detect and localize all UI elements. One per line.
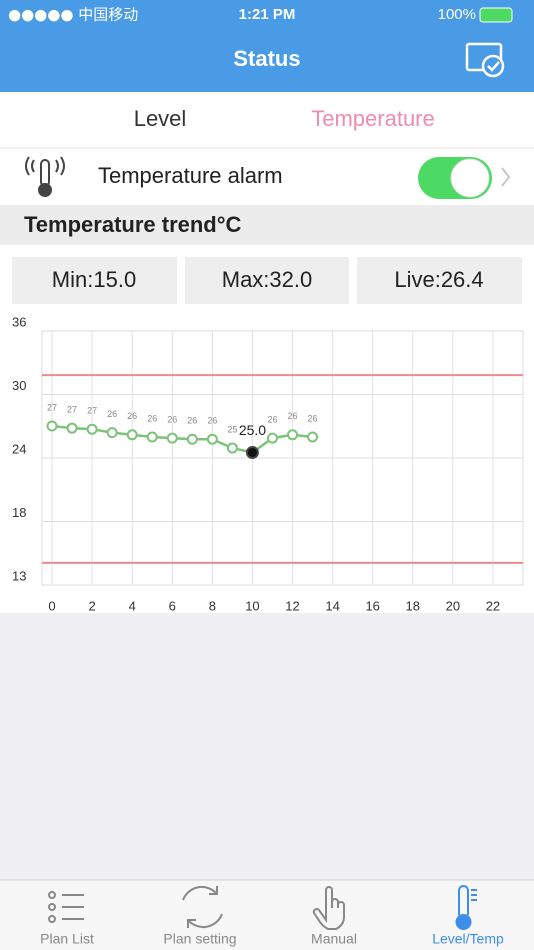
tab-bar-item-active[interactable]: Level/Temp: [432, 931, 504, 947]
data-label: 26: [107, 409, 117, 419]
data-label: 26: [127, 411, 137, 421]
point: [206, 433, 218, 445]
point: [166, 432, 178, 444]
battery-icon: [479, 7, 513, 23]
toggle[interactable]: [418, 157, 492, 199]
data-label: 27: [67, 405, 77, 415]
point: [186, 433, 198, 445]
alarm-label: Temperature alarm: [98, 163, 283, 188]
x-tick-label: 14: [325, 598, 339, 613]
x-tick-label: 0: [48, 598, 55, 613]
tab[interactable]: Level: [134, 106, 187, 131]
thermometer-tab-icon: [455, 885, 477, 930]
nav-title: Status: [233, 46, 300, 71]
time: 1:21 PM: [239, 6, 296, 23]
point: [126, 429, 138, 441]
y-tick-label: 36: [12, 314, 26, 329]
x-tick-label: 2: [88, 598, 95, 613]
x-tick-label: 10: [245, 598, 259, 613]
stat-box: [12, 257, 177, 304]
stat-min: Min:15.0: [52, 267, 136, 292]
point: [287, 429, 299, 441]
screen-icon[interactable]: [465, 42, 505, 78]
y-tick-label: 18: [12, 505, 26, 520]
x-tick-label: 12: [285, 598, 299, 613]
point: [86, 423, 98, 435]
cycle-icon: [182, 885, 223, 929]
x-tick-label: 20: [446, 598, 460, 613]
y-tick-label: 30: [12, 378, 26, 393]
data-label: 26: [147, 413, 157, 423]
data-label: 26: [288, 411, 298, 421]
y-tick-label: 13: [12, 568, 26, 583]
x-tick-label: 16: [365, 598, 379, 613]
x-tick-label: 22: [486, 598, 500, 613]
data-label: 27: [47, 402, 57, 412]
point: [146, 431, 158, 443]
list-icon: [48, 891, 84, 923]
y-tick-label: 24: [12, 441, 26, 456]
tab-bar-item[interactable]: Plan List: [40, 931, 94, 947]
hand-icon: [312, 886, 345, 930]
x-tick-label: 8: [209, 598, 216, 613]
x-tick-label: 4: [129, 598, 136, 613]
data-label: 25: [227, 424, 237, 434]
x-tick-label: 6: [169, 598, 176, 613]
carrier: ●●●●● 中国移动: [8, 6, 138, 24]
data-label: 26: [308, 413, 318, 423]
x-tick-label: 18: [406, 598, 420, 613]
data-label: 27: [87, 406, 97, 416]
point: [106, 427, 118, 439]
toggle-knob: [450, 158, 490, 198]
data-label: 26: [207, 416, 217, 426]
tab-bar-item[interactable]: Manual: [311, 931, 357, 947]
section-title: Temperature trend°C: [24, 212, 242, 237]
battery-label: 100%: [438, 6, 476, 23]
section-header: [0, 205, 534, 245]
tab-bar: [0, 880, 534, 950]
thermometer-icon: [25, 156, 65, 197]
stat-box: [357, 257, 522, 304]
point: [307, 431, 319, 443]
point: [226, 442, 238, 454]
stat-live: Live:26.4: [394, 267, 483, 292]
stat-box: [185, 257, 349, 304]
tab-bar-item[interactable]: Plan setting: [163, 931, 236, 947]
stat-max: Max:32.0: [222, 267, 313, 292]
data-label: 26: [267, 414, 277, 424]
point: [46, 420, 58, 432]
selected-point: [245, 445, 259, 459]
tab-active[interactable]: Temperature: [311, 106, 435, 131]
data-label: 26: [167, 414, 177, 424]
header: [0, 0, 534, 92]
point: [266, 432, 278, 444]
selected-label: 25.0: [239, 422, 266, 438]
data-label: 26: [187, 416, 197, 426]
point: [66, 422, 78, 434]
chevron: [501, 167, 511, 187]
